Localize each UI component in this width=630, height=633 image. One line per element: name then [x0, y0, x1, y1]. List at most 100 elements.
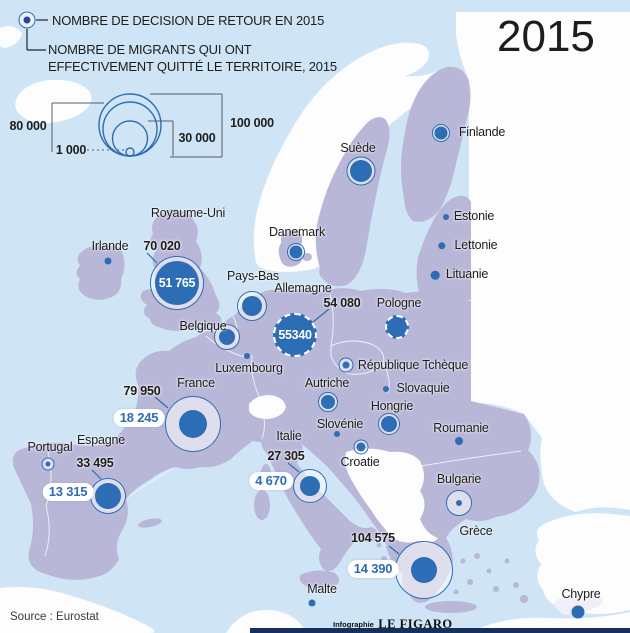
marker-fill-irlande [104, 257, 112, 265]
bottom-bar [250, 628, 630, 633]
label-finlande: Finlande [458, 125, 506, 139]
land-ireland [76, 245, 125, 300]
size-legend-label: 30 000 [178, 131, 216, 145]
marker-value-royaume-uni: 51 765 [158, 276, 196, 290]
leader-line-france [154, 396, 169, 409]
land-cyprus [554, 593, 603, 615]
label-danemark: Danemark [268, 225, 326, 239]
leader-line-grece [388, 545, 400, 555]
land-denmark-island [302, 253, 312, 261]
label-luxembourg: Luxembourg [215, 361, 283, 375]
label-grece: Grèce [459, 524, 493, 538]
greek-island [513, 582, 519, 588]
value-decisions-royaume-uni: 70 020 [143, 239, 181, 253]
map-year-title: 2015 [497, 12, 595, 61]
legend-line-2: NOMBRE DE MIGRANTS QUI ONT [48, 42, 252, 57]
label-hongrie: Hongrie [370, 399, 414, 413]
label-irlande: Irlande [91, 239, 129, 253]
le-figaro-logo: LE FIGARO [378, 617, 453, 631]
label-croatie: Croatie [340, 455, 380, 469]
greek-island [504, 558, 510, 564]
land-switzerland [249, 395, 286, 419]
marker-fill-autriche [321, 395, 335, 409]
marker-fill-danemark [289, 245, 303, 259]
marker-fill-espagne [95, 483, 121, 509]
marker-fill-portugal [45, 461, 51, 467]
land-africa-east [470, 612, 630, 633]
greek-island [467, 579, 473, 585]
marker-fill-pays-bas [242, 296, 262, 316]
greek-island [474, 553, 480, 559]
value-decisions-grece: 104 575 [351, 531, 395, 545]
label-portugal: Portugal [27, 440, 73, 454]
marker-ring-france [165, 396, 221, 452]
label-france: France [177, 376, 215, 390]
greek-island [520, 595, 528, 603]
label-suede: Suède [340, 141, 376, 155]
land-west-balkans [345, 448, 438, 543]
marker-fill-finlande [434, 126, 448, 140]
land-tunisia [226, 609, 306, 633]
label-malte: Malte [307, 582, 337, 596]
value-decisions-allemagne: 54 080 [323, 296, 361, 310]
label-bulgarie: Bulgarie [436, 472, 482, 486]
value-departures-grece: 14 390 [347, 560, 399, 578]
land-sweden [315, 116, 390, 287]
leader-line-allemagne [312, 308, 330, 323]
land-africa-west [0, 587, 155, 633]
land-crete [425, 601, 477, 613]
leader-line-royaume-uni [146, 252, 158, 264]
value-decisions-espagne: 33 495 [76, 456, 114, 470]
size-legend-label: 80 000 [9, 119, 47, 133]
land-iceland [15, 79, 92, 124]
publisher-credit: Infographie LE FIGARO [333, 615, 453, 633]
label-republique-tcheque: République Tchèque [357, 358, 469, 372]
label-slovaquie: Slovaquie [396, 381, 450, 395]
label-pologne: Pologne [376, 296, 422, 310]
land-sardinia [254, 490, 270, 520]
label-slovenie: Slovénie [316, 417, 364, 431]
marker-fill-suede [350, 160, 372, 182]
land-turkey [535, 513, 630, 614]
land-greenland-tip [0, 26, 22, 48]
label-lettonie: Lettonie [454, 238, 498, 252]
marker-fill-royaume-uni [155, 261, 199, 305]
value-departures-france: 18 245 [113, 409, 165, 427]
greek-island [376, 542, 382, 548]
marker-fill-allemagne [273, 313, 317, 357]
marker-fill-luxembourg [244, 353, 250, 359]
marker-fill-roumanie [455, 437, 463, 445]
land-russia-east [456, 12, 630, 512]
leader-line-espagne [91, 469, 102, 480]
marker-value-allemagne: 55340 [278, 328, 312, 342]
value-departures-italie: 4 670 [249, 472, 293, 490]
legend-departures-icon [23, 16, 31, 24]
marker-fill-france [179, 410, 207, 438]
marker-fill-italie [300, 476, 320, 496]
marker-fill-estonie [443, 214, 449, 220]
label-lituanie: Lituanie [445, 267, 489, 281]
greek-island [486, 568, 492, 574]
source-note: Source : Eurostat [10, 611, 99, 623]
land-balearics [138, 518, 162, 528]
leader-line-italie [287, 462, 300, 473]
size-legend-circle [125, 147, 135, 157]
land-italy [261, 433, 379, 572]
marker-fill-lituanie [430, 270, 440, 280]
size-legend-label: 100 000 [230, 116, 274, 130]
marker-fill-croatie [356, 442, 366, 452]
label-italie: Italie [276, 429, 302, 443]
credit-prefix: Infographie [333, 620, 374, 629]
label-royaume-uni: Royaume-Uni [150, 206, 226, 220]
label-chypre: Chypre [561, 587, 601, 601]
label-pays-bas: Pays-Bas [227, 269, 279, 283]
value-departures-espagne: 13 315 [42, 483, 94, 501]
label-roumanie: Roumanie [433, 421, 489, 435]
label-autriche: Autriche [304, 376, 350, 390]
marker-ring-bulgarie [446, 490, 472, 516]
marker-fill-slovaquie [383, 386, 389, 392]
eu-islands [138, 433, 528, 613]
